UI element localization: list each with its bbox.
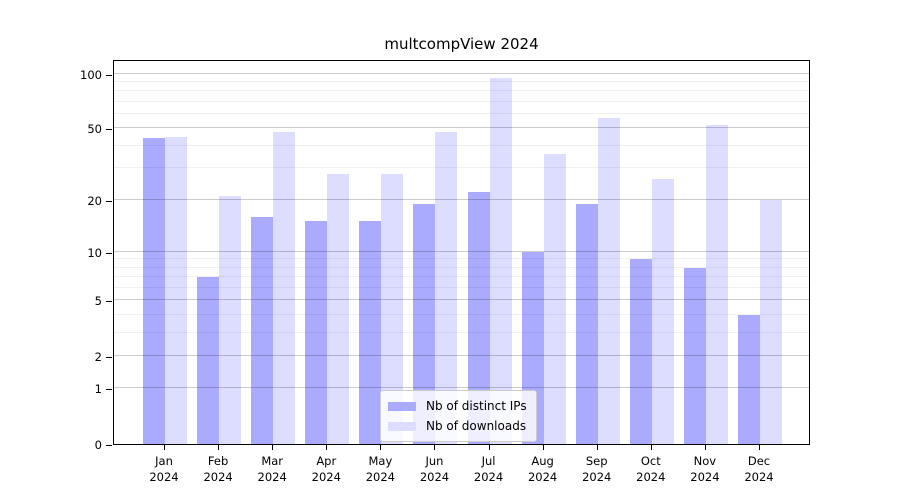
gridline-major (114, 72, 809, 74)
bar-jan-downloads (165, 136, 187, 444)
gridline-minor (114, 331, 809, 333)
chart-title: multcompView 2024 (384, 35, 539, 53)
gridline-minor (114, 167, 809, 169)
gridline-minor (114, 266, 809, 268)
x-tick-mark (596, 445, 598, 450)
y-tick-mark (106, 389, 112, 391)
x-tick-mark (488, 445, 490, 450)
x-tick-mark (326, 445, 328, 450)
legend: Nb of distinct IPs Nb of downloads (380, 390, 537, 442)
x-tick-label: Oct 2024 (636, 454, 666, 484)
gridline-major (114, 127, 809, 129)
legend-item-distinct-ips: Nb of distinct IPs (388, 396, 527, 416)
bar-mar-downloads (273, 131, 296, 444)
plot-area: Nb of distinct IPs Nb of downloads (113, 60, 810, 445)
gridline-major (114, 250, 809, 252)
bar-feb-ips (197, 277, 220, 444)
y-tick-label: 1 (94, 382, 102, 397)
bar-oct-downloads (651, 179, 674, 444)
x-tick-label: Apr 2024 (311, 454, 341, 484)
gridline-major (114, 354, 809, 356)
bar-may-ips (359, 221, 382, 444)
bar-may-downloads (381, 173, 404, 444)
x-tick-label: May 2024 (365, 454, 395, 484)
x-tick-label: Sep 2024 (582, 454, 612, 484)
bar-nov-downloads (705, 125, 728, 444)
gridline-major (114, 299, 809, 301)
x-tick-label: Jan 2024 (149, 454, 179, 484)
y-tick-label: 0 (94, 438, 102, 452)
x-tick-mark (434, 445, 436, 450)
y-tick-label: 10 (87, 245, 102, 260)
gridline-minor (114, 313, 809, 315)
gridline-minor (114, 112, 809, 114)
x-tick-mark (164, 445, 165, 450)
x-tick-mark (542, 445, 544, 450)
legend-item-downloads: Nb of downloads (388, 416, 527, 436)
legend-swatch-distinct-ips (388, 401, 416, 411)
gridline-minor (114, 80, 809, 82)
bar-jul-ips (467, 192, 490, 444)
x-tick-label: Dec 2024 (744, 454, 774, 484)
bar-jan-ips (143, 138, 165, 444)
bar-dec-ips (738, 314, 760, 444)
bar-feb-downloads (219, 195, 242, 444)
x-tick-label: Jun 2024 (419, 454, 450, 484)
gridline-minor (114, 276, 809, 278)
gridline-minor (114, 258, 809, 260)
bar-aug-downloads (543, 154, 566, 444)
gridline-minor (114, 90, 809, 92)
bar-apr-ips (305, 221, 328, 444)
y-tick-mark (106, 356, 112, 358)
legend-label-downloads: Nb of downloads (426, 419, 527, 433)
y-tick-label: 5 (94, 294, 102, 309)
bar-sep-ips (575, 203, 598, 444)
y-tick-mark (106, 74, 112, 76)
gridline-major (114, 198, 809, 200)
bar-mar-ips (251, 216, 274, 444)
x-tick-mark (272, 445, 274, 450)
bar-apr-downloads (327, 173, 350, 444)
bar-jun-ips (413, 203, 436, 444)
x-tick-label: Mar 2024 (257, 454, 287, 484)
bar-jul-downloads (489, 77, 512, 444)
x-tick-label: Feb 2024 (203, 454, 233, 484)
legend-swatch-downloads (388, 421, 416, 431)
x-tick-mark (759, 445, 760, 450)
y-tick-mark (106, 301, 112, 303)
y-tick-mark (106, 252, 112, 254)
bar-jun-downloads (435, 131, 458, 444)
x-tick-label: Aug 2024 (527, 454, 558, 484)
bar-oct-ips (629, 259, 652, 444)
legend-label-distinct-ips: Nb of distinct IPs (426, 399, 527, 413)
x-tick-label: Nov 2024 (690, 454, 720, 484)
gridline-minor (114, 286, 809, 288)
y-tick-mark (106, 200, 112, 202)
gridline-minor (114, 100, 809, 102)
x-tick-mark (704, 445, 706, 450)
bar-dec-downloads (760, 199, 782, 444)
x-tick-mark (650, 445, 652, 450)
x-tick-mark (380, 445, 382, 450)
bar-nov-ips (683, 267, 706, 444)
y-tick-label: 50 (87, 122, 102, 137)
gridline-major (114, 387, 809, 389)
bar-sep-downloads (597, 118, 620, 444)
y-tick-label: 2 (94, 349, 102, 364)
x-tick-label: Jul 2024 (473, 454, 504, 484)
x-tick-mark (218, 445, 220, 450)
y-tick-label: 20 (87, 193, 102, 208)
y-tick-label: 100 (80, 67, 102, 82)
gridline-minor (114, 144, 809, 146)
y-tick-mark (106, 445, 112, 446)
y-tick-mark (106, 129, 112, 131)
